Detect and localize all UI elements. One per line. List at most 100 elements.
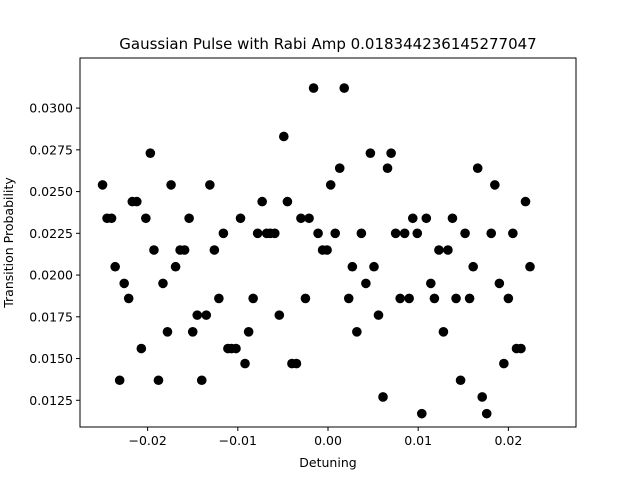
x-tick-label: 0.00	[314, 433, 342, 448]
data-point	[145, 148, 156, 158]
data-point	[141, 213, 151, 224]
x-tick-label: −0.02	[128, 433, 166, 448]
data-point	[218, 228, 229, 239]
data-point	[248, 293, 258, 304]
data-point	[382, 163, 393, 173]
data-point	[187, 327, 198, 337]
data-point	[339, 83, 350, 93]
data-point	[421, 213, 432, 224]
data-point	[516, 343, 526, 354]
data-point	[404, 293, 414, 304]
x-tick-label: −0.01	[219, 433, 257, 448]
data-point	[426, 278, 436, 289]
data-point	[460, 228, 470, 239]
data-point	[308, 83, 319, 93]
data-point	[282, 196, 293, 207]
data-point	[192, 310, 203, 320]
data-point	[416, 408, 427, 419]
data-point	[464, 293, 475, 304]
data-point	[455, 375, 466, 386]
data-point	[477, 392, 488, 402]
data-point	[325, 180, 336, 190]
data-point	[369, 261, 379, 272]
data-point	[508, 228, 518, 239]
y-tick-label: 0.0125	[29, 393, 73, 408]
y-tick-label: 0.0150	[29, 351, 73, 366]
data-point	[179, 245, 190, 255]
data-point	[304, 213, 314, 224]
data-point	[494, 278, 505, 289]
data-point	[472, 163, 483, 173]
data-point	[490, 180, 500, 190]
data-point	[158, 278, 168, 289]
data-point	[499, 358, 509, 369]
data-point	[334, 163, 345, 173]
data-point	[269, 228, 280, 239]
data-points	[97, 83, 535, 419]
data-point	[438, 327, 449, 337]
data-point	[240, 358, 250, 369]
data-point	[481, 408, 492, 419]
data-point	[166, 180, 176, 190]
data-point	[149, 245, 159, 255]
x-axis-ticks: −0.02 −0.01 0.00 0.01 0.02	[128, 427, 522, 448]
axes-frame	[79, 57, 577, 428]
data-point	[520, 196, 531, 207]
data-point	[343, 293, 354, 304]
data-point	[214, 293, 224, 304]
data-point	[97, 180, 108, 190]
data-point	[300, 293, 311, 304]
data-point	[451, 293, 461, 304]
data-point	[119, 278, 129, 289]
data-point	[412, 228, 423, 239]
data-point	[386, 148, 396, 158]
data-point	[486, 228, 497, 239]
y-tick-label: 0.0225	[29, 226, 73, 241]
data-point	[443, 245, 453, 255]
y-tick-label: 0.0200	[29, 268, 73, 283]
x-tick-label: 0.01	[404, 433, 432, 448]
data-point	[170, 261, 181, 272]
data-point	[407, 213, 418, 224]
data-point	[114, 375, 125, 386]
data-point	[503, 293, 514, 304]
data-point	[231, 343, 241, 354]
data-point	[313, 228, 323, 239]
data-point	[196, 375, 207, 386]
data-point	[390, 228, 401, 239]
data-point	[201, 310, 212, 320]
y-axis-label: Transition Probability	[1, 177, 16, 309]
data-point	[525, 261, 535, 272]
data-point	[365, 148, 376, 158]
data-point	[296, 213, 306, 224]
data-point	[429, 293, 440, 304]
y-tick-label: 0.0250	[29, 184, 73, 199]
x-axis-label: Detuning	[299, 455, 356, 470]
y-tick-label: 0.0275	[29, 142, 73, 157]
x-tick-label: 0.02	[494, 433, 522, 448]
data-point	[347, 261, 358, 272]
data-point	[322, 245, 332, 255]
data-point	[274, 310, 285, 320]
data-point	[468, 261, 478, 272]
data-point	[184, 213, 194, 224]
data-point	[279, 131, 289, 142]
y-tick-label: 0.0300	[29, 101, 73, 116]
data-point	[399, 228, 410, 239]
data-point	[123, 293, 134, 304]
data-point	[356, 228, 367, 239]
data-point	[205, 180, 215, 190]
data-point	[235, 213, 246, 224]
data-point	[361, 278, 371, 289]
data-point	[243, 327, 254, 337]
data-point	[132, 196, 142, 207]
data-point	[209, 245, 220, 255]
data-point	[162, 327, 173, 337]
chart-title: Gaussian Pulse with Rabi Amp 0.018344236…	[119, 35, 536, 53]
y-axis-ticks: 0.0125 0.0150 0.0175 0.0200 0.0225 0.0250 0.02…	[29, 101, 80, 408]
data-point	[378, 392, 388, 402]
data-point	[291, 358, 302, 369]
data-point	[106, 213, 117, 224]
data-point	[395, 293, 405, 304]
